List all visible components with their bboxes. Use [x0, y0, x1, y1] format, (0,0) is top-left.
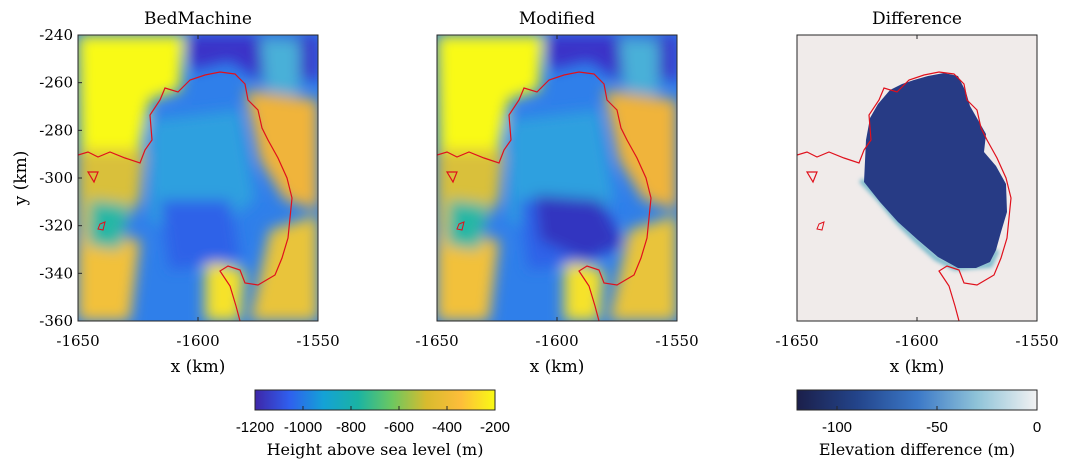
heatmap-modified	[437, 35, 677, 321]
x-tick-label: -1600	[176, 332, 219, 350]
panel-title: Modified	[519, 9, 595, 29]
y-tick-label: -280	[39, 121, 73, 139]
heatmap-bedmachine	[78, 35, 318, 321]
colorbar-label: Elevation difference (m)	[819, 440, 1015, 459]
colorbar-tick-label: -400	[432, 419, 462, 436]
x-tick-label: -1550	[655, 332, 698, 350]
colorbar-ticks: -1200 -1000 -800 -600 -400 -200	[236, 406, 510, 436]
colorbar-tick-label: -1000	[284, 419, 322, 436]
x-tick-label: -1550	[296, 332, 339, 350]
x-tick-label: -1650	[415, 332, 458, 350]
panel-bedmachine: BedMachine -1650 -1600 -1550-240-260-280-3	[11, 9, 340, 377]
axis-ticks: -1650 -1600 -1550	[415, 35, 699, 350]
x-tick-label: -1550	[1015, 332, 1058, 350]
axis-ticks: -1650 -1600 -1550	[775, 35, 1059, 350]
x-tick-label: -1600	[895, 332, 938, 350]
x-axis-label: x (km)	[530, 357, 585, 377]
colorbar-label: Height above sea level (m)	[267, 440, 484, 459]
y-tick-label: -320	[39, 217, 73, 235]
axis-ticks: -1650 -1600 -1550 -240 -260 -280 -300 -320 -340 -…	[39, 26, 339, 350]
y-axis-label: y (km)	[11, 151, 31, 207]
colorbar-height: -1200 -1000 -800 -600 -400 -200 Height above …	[236, 389, 510, 459]
colorbar-gradient	[254, 389, 496, 411]
colorbar-tick-label: -200	[480, 419, 510, 436]
y-tick-label: -260	[39, 74, 73, 92]
y-tick-label: -300	[39, 169, 73, 187]
panel-modified: Modified -1650 -1600 -1550 x	[415, 9, 698, 377]
x-axis-label: x (km)	[890, 357, 945, 377]
colorbar-tick-label: 0	[1033, 419, 1041, 436]
y-tick-label: -360	[39, 312, 73, 330]
heatmap-difference	[797, 35, 1037, 321]
y-tick-label: -340	[39, 264, 73, 282]
x-tick-label: -1650	[56, 332, 99, 350]
colorbar-tick-label: -100	[822, 419, 852, 436]
colorbar-gradient	[796, 389, 1038, 411]
x-axis-label: x (km)	[171, 357, 226, 377]
y-tick-label: -240	[39, 26, 73, 44]
colorbar-tick-label: -1200	[236, 419, 274, 436]
colorbar-tick-label: -600	[384, 419, 414, 436]
x-tick-label: -1650	[775, 332, 818, 350]
colorbar-tick-label: -50	[926, 419, 948, 436]
colorbar-difference: -100 -50 0 Elevation difference (m)	[796, 389, 1041, 459]
panel-title: BedMachine	[144, 9, 252, 29]
panel-title: Difference	[872, 9, 962, 29]
colorbar-ticks: -100 -50 0	[822, 406, 1041, 436]
x-tick-label: -1600	[535, 332, 578, 350]
colorbar-tick-label: -800	[336, 419, 366, 436]
panel-difference: Difference -1650 -1600 -1550 x (km)	[775, 9, 1058, 377]
